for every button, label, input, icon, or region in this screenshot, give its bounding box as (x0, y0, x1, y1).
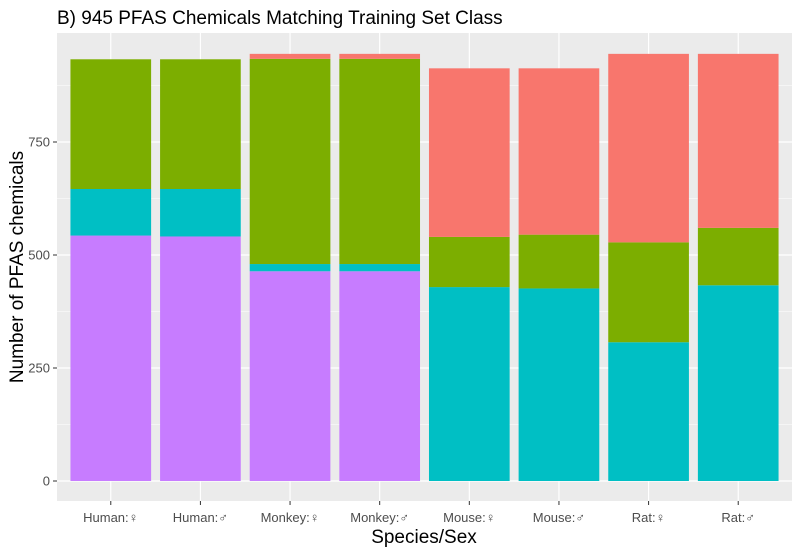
x-tick-label: Rat:♀ (632, 510, 666, 525)
x-tick-label: Monkey:♂ (350, 510, 409, 525)
bar-segment (518, 68, 600, 235)
bar-segment (518, 288, 600, 481)
bar-segment (608, 242, 689, 343)
bar-segment (697, 227, 779, 286)
bar-segment (608, 53, 689, 243)
bar-segment (160, 236, 241, 481)
bar-segment (428, 68, 510, 237)
x-tick-label: Rat:♂ (721, 510, 755, 525)
bar-segment (160, 189, 241, 237)
bar-segment (428, 236, 510, 288)
bar-segment (339, 58, 421, 265)
bar-segment (697, 53, 779, 228)
bar-segment (518, 234, 600, 289)
bar-segment (339, 264, 421, 272)
x-axis: Human:♀ Human:♂ Monkey:♀ Monkey:♂ Mouse:♀ Mou… (83, 501, 755, 525)
x-tick-label: Monkey:♀ (261, 510, 320, 525)
bar-segment (70, 189, 152, 236)
y-tick-label: 0 (43, 474, 50, 489)
y-tick-label: 250 (28, 361, 50, 376)
x-tick-label: Mouse:♂ (533, 510, 585, 525)
bar-segment (249, 53, 331, 59)
x-tick-label: Human:♀ (83, 510, 138, 525)
y-tick-label: 500 (28, 248, 50, 263)
bar-segment (249, 271, 331, 481)
y-tick-label: 750 (28, 135, 50, 150)
bar-segment (249, 58, 331, 265)
y-axis: 0 250 500 750 (28, 135, 57, 489)
x-tick-label: Mouse:♀ (443, 510, 495, 525)
bar-segment (697, 285, 779, 481)
bar-segment (608, 342, 689, 481)
bar-segment (428, 287, 510, 481)
bar-segment (70, 235, 152, 481)
x-tick-label: Human:♂ (173, 510, 228, 525)
chart-title: B) 945 PFAS Chemicals Matching Training … (57, 8, 503, 29)
bar-segment (70, 59, 152, 190)
y-axis-title: Number of PFAS chemicals (7, 151, 28, 383)
bar-segment (249, 264, 331, 272)
x-axis-title: Species/Sex (371, 527, 477, 548)
bar-segment (339, 53, 421, 59)
bar-segment (160, 59, 241, 190)
bars (70, 53, 779, 481)
bar-segment (339, 271, 421, 481)
